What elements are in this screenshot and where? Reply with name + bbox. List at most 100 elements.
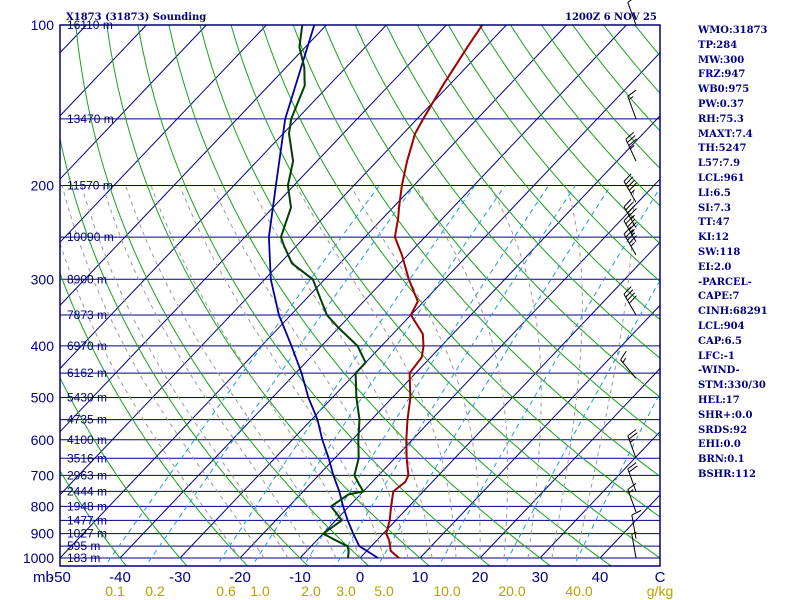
stat-item: LCL:961 — [698, 172, 745, 184]
height-label: 1477 m — [67, 513, 107, 527]
mixing-ratio-unit: g/kg — [647, 583, 673, 599]
isotherm-line — [60, 25, 567, 559]
dry-adiabat-line — [416, 25, 660, 321]
isotherm-line — [179, 52, 660, 559]
pressure-tick-label: 600 — [31, 432, 55, 448]
height-label: 5430 m — [67, 391, 107, 405]
parcel-trace — [267, 25, 379, 559]
wind-barbs — [620, 0, 642, 559]
mixing-ratio-line — [104, 185, 380, 566]
temperature-tick-label: -10 — [289, 569, 311, 586]
mixing-ratio-label: 5.0 — [374, 583, 394, 599]
moist-adiabat-line — [179, 185, 385, 559]
stat-item: STM:330/30 — [698, 380, 766, 392]
dry-adiabat-line — [60, 271, 249, 566]
stat-item: CINH:68291 — [698, 306, 768, 318]
pressure-tick-label: 700 — [31, 467, 55, 483]
temperature-tick-label: 0 — [356, 569, 364, 586]
mixing-ratio-label: 0.6 — [216, 583, 236, 599]
temperature-tick-label: -40 — [109, 569, 131, 586]
stat-item: LI:6.5 — [698, 187, 731, 199]
height-label: 8900 m — [67, 272, 107, 286]
temperature-trace — [385, 25, 484, 559]
wind-barb — [623, 173, 637, 203]
height-label: 183 m — [67, 551, 100, 565]
wind-barb — [631, 531, 637, 559]
height-label: 595 m — [67, 539, 100, 553]
dewpoint-trace — [279, 25, 367, 559]
height-label: 4735 m — [67, 413, 107, 427]
pressure-tick-label: 800 — [31, 498, 55, 514]
mixing-ratio-label: 3.0 — [336, 583, 356, 599]
mixing-ratio-label: 0.1 — [105, 583, 125, 599]
stat-item: EHI:0.0 — [698, 439, 741, 451]
moist-adiabat-line — [250, 185, 433, 559]
wind-barb — [631, 509, 642, 539]
stat-item: TT:47 — [698, 217, 730, 229]
stats-panel: WMO:31873 TP:284 MW:300 FRZ:947 WB0:975 PW:0.… — [698, 24, 768, 483]
stat-item: SW:118 — [698, 246, 741, 258]
dry-adiabat-line — [385, 25, 660, 359]
temperature-tick-label: 40 — [592, 569, 609, 586]
mixing-ratio-label: 10.0 — [433, 583, 460, 599]
moist-adiabat-line — [295, 185, 457, 559]
stat-item: RH:75.3 — [698, 113, 744, 125]
dry-adiabat-line — [137, 25, 491, 566]
temperature-tick-label: 20 — [472, 569, 489, 586]
stat-item: KI:12 — [698, 232, 729, 244]
wind-barb — [627, 429, 638, 459]
stat-item: SHR+:0.0 — [698, 409, 753, 421]
isotherm-line — [479, 367, 660, 559]
height-label: 13470 m — [67, 112, 114, 126]
temperature-tick-label: -20 — [229, 569, 251, 586]
isotherm-line — [299, 178, 660, 559]
isotherm-line — [60, 25, 327, 307]
height-label: 6970 m — [67, 339, 107, 353]
wind-barb — [625, 131, 637, 162]
stat-item: CAP:6.5 — [698, 335, 742, 347]
station-title: X1873 (31873) Sounding — [66, 12, 206, 23]
pressure-tick-label: 200 — [31, 177, 55, 193]
moist-adiabat-line — [61, 185, 265, 559]
isotherm-line — [60, 25, 267, 243]
stat-item: FRZ:947 — [698, 69, 746, 81]
pressure-tick-label: 100 — [31, 17, 55, 33]
mixing-ratio-label: 0.2 — [145, 583, 165, 599]
dry-adiabat-line — [75, 25, 370, 566]
height-label: 2963 m — [67, 468, 107, 482]
mixing-ratio-line — [302, 185, 550, 566]
temperature-tick-label: 10 — [412, 569, 429, 586]
height-label: 10090 m — [67, 230, 114, 244]
moist-adiabat-line — [349, 185, 481, 558]
dry-adiabat-line — [292, 25, 660, 477]
temperature-unit-label: C — [655, 569, 666, 586]
wind-barb — [623, 226, 637, 256]
mixing-ratio-line — [573, 392, 660, 566]
dry-adiabat-line — [106, 25, 431, 566]
height-label: 11570 m — [67, 178, 113, 192]
mixing-ratio-line — [377, 185, 612, 566]
mixing-ratio-label: 1.0 — [250, 583, 270, 599]
isotherm-line — [60, 25, 387, 370]
temperature-tick-label: -30 — [169, 569, 191, 586]
mixing-ratio-line — [438, 186, 660, 566]
pressure-tick-label: 300 — [31, 271, 55, 287]
stat-item: CAPE:7 — [698, 291, 740, 303]
stat-item: LFC:-1 — [698, 350, 735, 362]
wind-barb — [627, 482, 637, 513]
stat-item: HEL:17 — [698, 394, 740, 406]
isotherm-line — [60, 25, 207, 180]
mixing-ratio-line — [215, 185, 476, 566]
isotherm-line — [419, 304, 660, 559]
stat-item: WB0:975 — [698, 84, 750, 96]
sounding-time: 1200Z 6 NOV 25 — [565, 12, 657, 23]
stat-item: BRN:0.1 — [698, 454, 745, 466]
plot-area — [60, 25, 660, 566]
stat-item: SI:7.3 — [698, 202, 731, 214]
moist-adiabat-line — [489, 185, 542, 559]
moist-adiabat-line — [150, 185, 361, 559]
dry-adiabat-line — [323, 25, 660, 438]
